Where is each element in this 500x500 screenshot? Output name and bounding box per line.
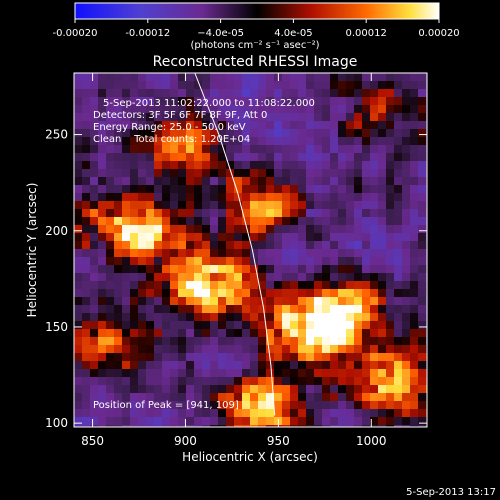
colorbar-unit-label: (photons cm⁻² s⁻¹ asec⁻²): [190, 40, 319, 51]
x-tick-label: 950: [267, 434, 290, 448]
clean-counts-text: Clean Total counts: 1.20E+04: [93, 134, 251, 145]
colorbar-tick-label: -0.00020: [53, 28, 98, 39]
y-tick-label: 250: [45, 128, 68, 142]
y-axis-label: Heliocentric Y (arcsec): [25, 183, 39, 318]
colorbar-tick-label: 4.0e-05: [274, 28, 312, 39]
x-axis-label: Heliocentric X (arcsec): [182, 450, 318, 464]
plot-frame: [73, 72, 428, 428]
x-tick-label: 900: [174, 434, 197, 448]
peak-position-label: Position of Peak = [941, 109]: [93, 400, 239, 411]
energy-range-text: Energy Range: 25.0 - 50.0 keV: [93, 122, 246, 133]
colorbar-tick-label: 0.00020: [418, 28, 459, 39]
y-tick-label: 200: [45, 224, 68, 238]
colorbar: [74, 2, 440, 20]
x-tick-label: 850: [81, 434, 104, 448]
y-tick-label: 150: [45, 320, 68, 334]
colorbar-ticks: -0.00020 -0.00012 −4.0e-05 4.0e-05 0.00012 0.…: [53, 19, 460, 39]
x-tick-label: 1000: [356, 434, 387, 448]
colorbar-tick-label: -0.00012: [125, 28, 170, 39]
chart-title: Reconstructed RHESSI Image: [153, 54, 358, 70]
detectors-text: Detectors: 3F 5F 6F 7F 8F 9F, Att 0: [93, 110, 268, 121]
colorbar-tick-label: 0.00012: [346, 28, 387, 39]
timestamp: 5-Sep-2013 13:17: [406, 487, 496, 498]
solar-limb-curve: [194, 73, 276, 416]
colorbar-tick-label: −4.0e-05: [197, 28, 244, 39]
y-tick-label: 100: [45, 416, 68, 430]
heatmap-cells: [74, 73, 427, 427]
observation-info: 5-Sep-2013 11:02:22.000 to 11:08:22.000 D…: [93, 86, 315, 158]
axes: 850 900 950 1000 100 150 200 250: [45, 73, 427, 448]
time-range-text: 5-Sep-2013 11:02:22.000 to 11:08:22.000: [103, 98, 315, 109]
